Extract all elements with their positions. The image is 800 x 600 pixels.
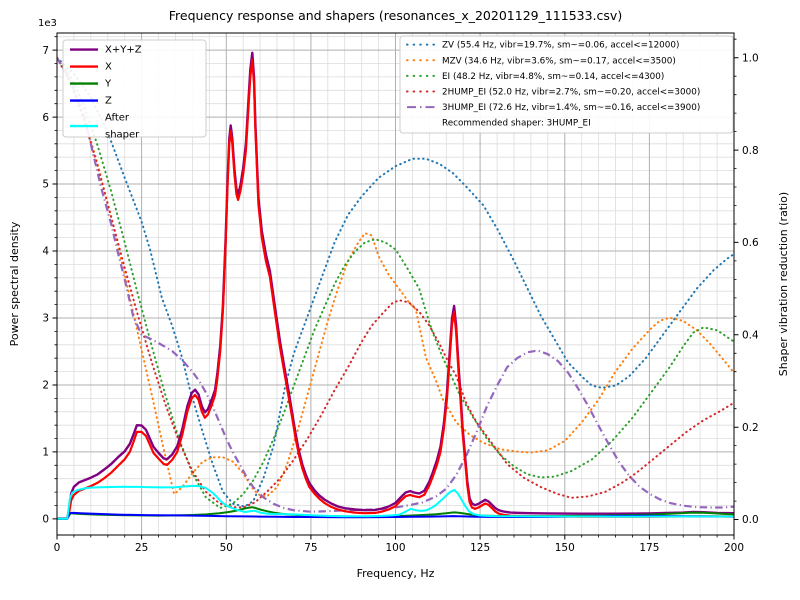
y-right-axis-label: Shaper vibration reduction (ratio) (777, 192, 790, 376)
chart-title: Frequency response and shapers (resonanc… (169, 8, 622, 23)
svg-text:50: 50 (220, 542, 233, 554)
series-MZV (57, 56, 734, 498)
svg-text:4: 4 (42, 246, 49, 258)
svg-text:175: 175 (639, 542, 659, 554)
svg-text:7: 7 (42, 45, 49, 57)
svg-text:0.6: 0.6 (742, 237, 759, 249)
axes (52, 32, 739, 540)
series-EI (57, 56, 734, 509)
series-After shaper (57, 484, 734, 520)
y-right-tick-labels: 0.0 0.2 0.4 0.6 0.8 1.0 (742, 52, 759, 526)
series-3HUMP_EI (57, 57, 734, 513)
svg-text:0.4: 0.4 (742, 330, 759, 342)
svg-text:100: 100 (385, 542, 405, 554)
series-X (57, 58, 734, 520)
y-left-tick-labels: 0 1 2 3 4 5 6 7 1e3 (38, 18, 57, 526)
series-2HUMP_EI (57, 56, 734, 509)
svg-text:ZV (55.4 Hz, vibr=19.7%, sm~=0: ZV (55.4 Hz, vibr=19.7%, sm~=0.06, accel… (442, 41, 679, 51)
svg-text:75: 75 (304, 542, 317, 554)
svg-text:MZV (34.6 Hz, vibr=3.6%, sm~=0: MZV (34.6 Hz, vibr=3.6%, sm~=0.17, accel… (442, 56, 676, 66)
svg-text:25: 25 (135, 542, 148, 554)
svg-text:6: 6 (42, 112, 49, 124)
svg-text:1.0: 1.0 (742, 52, 759, 64)
svg-text:125: 125 (470, 542, 490, 554)
legend-right: ZV (55.4 Hz, vibr=19.7%, sm~=0.06, accel… (399, 35, 734, 134)
svg-text:shaper: shaper (105, 130, 140, 141)
x-axis-label: Frequency, Hz (357, 567, 435, 580)
series-ZV (57, 56, 734, 508)
svg-text:0.0: 0.0 (742, 514, 759, 526)
y-left-offset-label: 1e3 (38, 18, 57, 29)
svg-text:2HUMP_EI (52.0 Hz, vibr=2.7%,: 2HUMP_EI (52.0 Hz, vibr=2.7%, sm~=0.20, … (442, 87, 700, 97)
svg-text:X+Y+Z: X+Y+Z (105, 45, 142, 56)
grid (57, 33, 734, 535)
svg-text:1: 1 (42, 447, 49, 459)
svg-text:Y: Y (104, 79, 112, 90)
svg-text:0: 0 (54, 542, 61, 554)
svg-text:0.2: 0.2 (742, 422, 759, 434)
svg-text:Recommended shaper: 3HUMP_EI: Recommended shaper: 3HUMP_EI (442, 119, 591, 129)
svg-text:200: 200 (724, 542, 744, 554)
x-axis-tick-labels: 0 25 50 75 100 125 150 175 200 (54, 542, 744, 554)
svg-text:150: 150 (555, 542, 575, 554)
legend-left: X+Y+Z XYZ After shaper (62, 39, 207, 141)
svg-text:0: 0 (42, 514, 49, 526)
series (57, 51, 734, 520)
svg-text:Z: Z (105, 96, 112, 107)
svg-text:X: X (105, 62, 112, 73)
svg-text:After: After (105, 113, 130, 124)
y-left-axis-label: Power spectral density (8, 221, 21, 346)
svg-text:5: 5 (42, 179, 49, 191)
svg-text:3: 3 (42, 313, 49, 325)
svg-text:2: 2 (42, 380, 49, 392)
svg-text:EI (48.2 Hz, vibr=4.8%, sm~=0.: EI (48.2 Hz, vibr=4.8%, sm~=0.14, accel<… (442, 72, 664, 82)
svg-text:0.8: 0.8 (742, 145, 759, 157)
svg-text:3HUMP_EI (72.6 Hz, vibr=1.4%,: 3HUMP_EI (72.6 Hz, vibr=1.4%, sm~=0.16, … (442, 103, 700, 113)
